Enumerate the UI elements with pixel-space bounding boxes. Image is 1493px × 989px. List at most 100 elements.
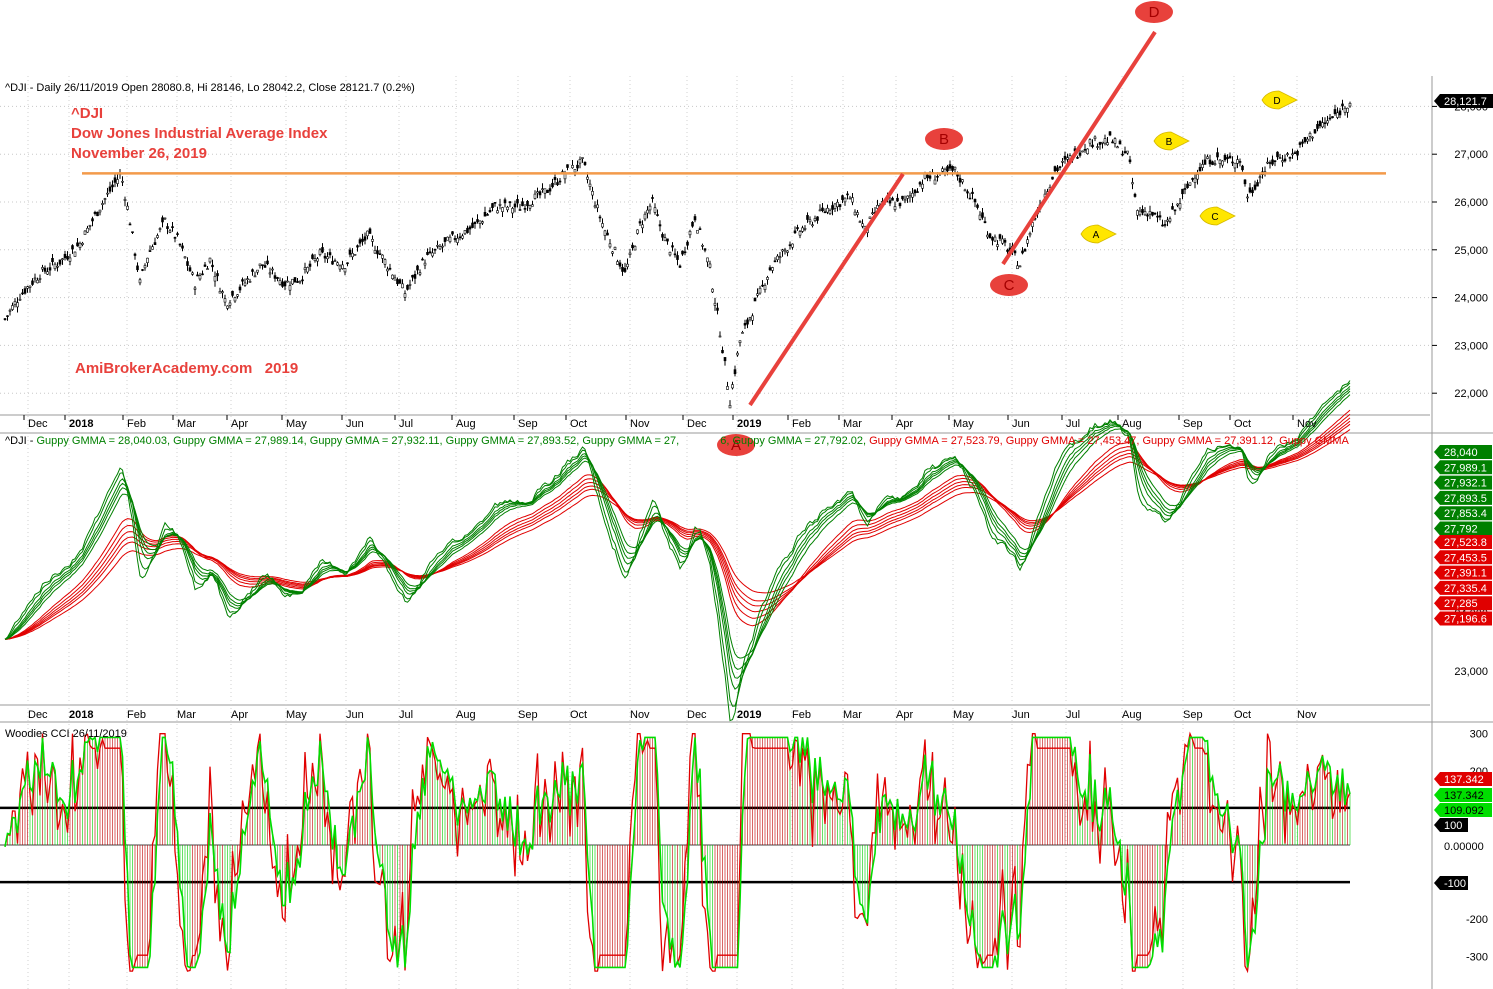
marker-yellow-label: D [1273,96,1280,107]
price-bar-body [821,207,824,211]
price-bar-body [1066,157,1069,160]
price-y-tick-label: 22,000 [1454,388,1488,400]
price-bar-body [761,284,764,287]
price-bar-body [243,282,247,286]
price-bar-body [1208,159,1212,165]
x-tick-label-gmma: Jun [346,709,364,721]
price-bar-body [213,276,217,282]
cci-zero-tag-text: 0.00000 [1444,841,1484,853]
price-bar-body [196,274,199,277]
price-bar-body [1183,188,1187,190]
price-bar-body [896,197,899,202]
price-bar-body [1148,211,1152,215]
price-bar-body [548,188,552,192]
price-bar-body [686,241,689,246]
price-bar-body [123,198,127,201]
price-bar-body [1026,239,1029,244]
price-bar-body [398,279,402,284]
price-bar-body [1253,184,1257,190]
gmma-long-tag-bg [1434,565,1492,580]
price-bar-body [913,189,917,194]
price-bar-body [191,272,194,275]
price-bar-body [148,250,152,252]
price-bar-body [1061,161,1064,163]
price-bar-body [983,221,987,224]
gmma-short-tag-text: 27,792 [1444,524,1478,536]
x-tick-label-gmma: Apr [231,709,248,721]
price-bar-body [703,248,707,251]
marker-red-label: D [1149,4,1160,21]
price-bar-body [58,259,62,265]
price-bar-body [33,277,37,280]
x-tick-label-gmma: Jul [1066,709,1080,721]
price-bar-body [86,227,89,233]
price-bar-body [1173,209,1177,212]
gmma-long-line [4,429,1351,640]
price-bar-body [1241,165,1244,171]
gmma-short-line [4,390,1351,670]
cci-y-tick-label: -200 [1466,914,1488,926]
price-bar-body [856,212,859,215]
price-bar-body [841,195,844,200]
panel-frames [0,76,1493,989]
price-bar-body [1006,249,1009,252]
price-bar-body [656,214,659,216]
price-bar-body [1121,153,1124,156]
price-bar-body [631,244,634,249]
price-bar-body [461,235,464,239]
price-bar-body [1273,160,1277,162]
price-bar-body [1248,187,1252,193]
price-bar-body [968,197,972,200]
gmma-panel-header: ^DJI - Guppy GMMA = 28,040.03, Guppy GMM… [5,435,1349,447]
gmma-long-tag: 27,335.4 [1434,580,1492,595]
gmma-short-tag-text: 27,853.4 [1444,508,1487,520]
price-bar-body [91,218,94,222]
price-bar-body [616,261,619,265]
price-bar-body [573,169,577,173]
price-bar-body [403,293,407,298]
price-bar-body [888,200,892,204]
gmma-header-item: Guppy GMMA = 27,453.47, [1006,435,1143,447]
price-bar-body [36,279,39,284]
price-bar-body [688,230,692,236]
price-bar-body [1301,141,1304,144]
price-bar-body [66,255,69,260]
price-bar-body [558,180,562,183]
price-bar-body [1231,161,1234,164]
price-bar-body [476,219,479,222]
price-bar-body [628,252,632,255]
marker-red-shape [717,434,755,456]
price-bar-body [806,215,809,220]
x-tick-label-price: Mar [843,418,862,430]
price-bar-body [991,237,994,241]
price-bar-body [53,263,57,270]
gmma-long-tag-text: 27,196.6 [1444,614,1487,626]
price-bar-body [1028,233,1032,236]
price-bar-body [676,255,679,260]
price-bar-body [273,275,277,279]
gmma-long-tag-text: 27,285 [1444,598,1478,610]
price-bar-body [1081,150,1084,153]
price-bar-body [738,340,742,344]
price-bar-body [941,168,944,172]
gmma-short-line [4,385,1351,690]
gmma-long-line [4,417,1351,640]
price-bar-body [1316,124,1319,129]
price-bar-body [1288,157,1292,159]
price-bar-body [673,253,677,256]
price-bar-body [836,201,839,208]
price-bar-body [388,267,392,270]
price-bar-body [1341,103,1344,107]
price-bar-body [1151,211,1154,216]
price-bar-body [596,204,599,209]
gmma-long-tag-text: 27,391.1 [1444,568,1487,580]
price-bar-body [736,352,739,356]
price-panel-header: ^DJI - Daily 26/11/2019 Open 28080.8, Hi… [5,82,415,94]
price-bar-body [1206,156,1209,159]
price-bar-body [756,293,759,296]
price-bar-body [1021,250,1024,254]
price-bar-body [251,269,254,272]
price-bar-body [458,236,462,239]
price-bar-body [1338,110,1342,116]
price-bar-body [311,254,314,259]
